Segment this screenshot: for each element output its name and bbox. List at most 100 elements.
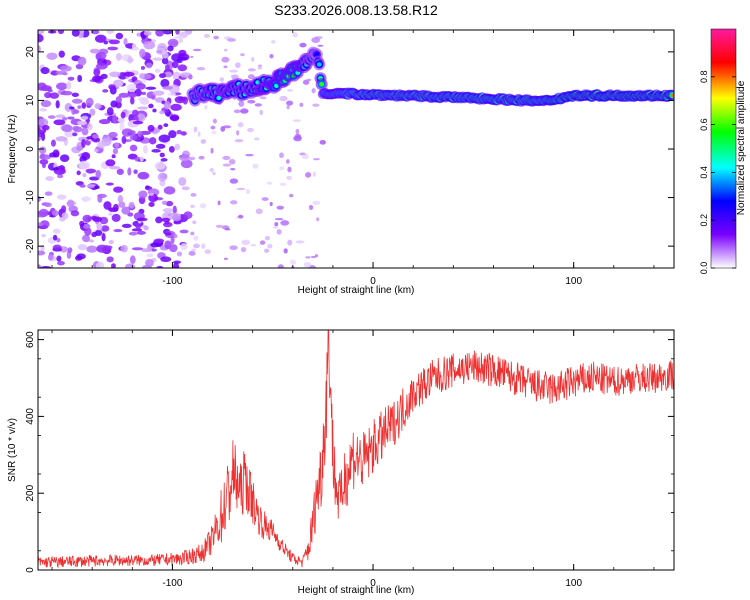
spectrogram-ridge-core [670,93,674,98]
spectrogram-noise-blob [180,159,193,169]
spectrogram-noise-blob [145,86,157,90]
spectrogram-noise-blob [60,205,67,213]
spectrogram-noise-blob [290,259,296,265]
spectrogram-noise-blob [86,184,96,188]
spectrogram-ridge-core [216,95,222,101]
spectrogram-noise-blob [96,62,108,70]
spectrogram-noise-blob [61,117,68,121]
spectrogram-noise-blob [117,117,125,124]
spectrogram-noise-blob [101,225,110,232]
spectrogram-noise-blob [111,154,116,159]
spectrogram-noise-blob [294,133,302,139]
spectrogram-noise-blob [223,65,228,69]
spectrogram-noise-blob [161,57,169,65]
spectrogram-noise-blob [295,240,305,244]
spectrogram-noise-blob [168,130,177,139]
spectrogram-noise-blob [224,48,228,52]
spectrogram-noise-blob [145,258,154,268]
spectrogram-noise-blob [56,194,67,200]
spectrogram-noise-blob [221,56,230,63]
spectrogram-noise-blob [131,228,143,232]
spectrogram-noise-blob [141,91,147,96]
spectrogram-noise-blob [76,253,86,260]
spectrogram-noise-blob [246,127,254,133]
spectrogram-noise-blob [40,100,52,108]
spectrogram-noise-blob [121,206,131,215]
spectrogram-noise-blob [233,109,241,114]
spectrogram-noise-blob [121,135,127,145]
spectrogram-noise-blob [86,245,98,253]
spectrogram-noise-blob [61,124,73,132]
spectrogram-noise-blob [165,200,174,207]
spectrogram-noise-blob [108,131,118,138]
spectrogram-noise-blob [41,233,47,238]
spectrogram-y-tick-label: 10 [25,94,36,106]
spectrogram-noise-blob [67,76,75,81]
spectrogram-noise-blob [98,118,111,125]
spectrogram-noise-blob [72,132,78,137]
spectrogram-noise-blob [312,103,320,107]
spectrogram-noise-blob [168,146,175,153]
colorbar-tick-label: 0.2 [699,214,709,227]
spectrogram-noise-blob [161,200,167,205]
spectrogram-noise-blob [162,85,173,90]
spectrogram-noise-blob [215,224,224,228]
spectrogram-noise-blob [229,245,238,251]
spectrogram-noise-blob [305,172,312,178]
spectrogram-noise-blob [286,175,293,181]
spectrogram-noise-blob [64,102,73,112]
spectrogram-noise-blob [143,145,148,154]
spectrogram-noise-blob [108,239,114,245]
spectrogram-noise-blob [95,229,103,237]
spectrogram-noise-blob [103,201,112,210]
spectrogram-noise-blob [154,68,161,73]
colorbar-gradient [710,28,737,269]
spectrogram-noise-blob [111,263,116,268]
spectrogram-noise-blob [286,105,290,110]
spectrogram-noise-blob [170,103,182,111]
spectrogram-noise-blob [77,105,82,110]
snr-x-tick-label: 0 [370,578,376,589]
spectrogram-noise-blob [148,103,154,109]
spectrogram-noise-blob [152,108,157,113]
spectrogram-noise-blob [115,32,124,40]
spectrogram-noise-blob [269,201,273,207]
spectrogram-noise-blob [193,126,198,133]
spectrogram-noise-blob [131,43,137,50]
spectrogram-noise-blob [76,170,81,176]
spectrogram-noise-blob [40,67,50,75]
snr-panel: -100 0 100 0 200 400 600 Height of straight l… [7,329,675,596]
spectrogram-noise-blob [112,115,118,123]
snr-series-line [38,330,674,569]
spectrogram-noise-blob [68,106,75,110]
spectrogram-noise-blob [112,148,119,155]
spectrogram-noise-blob [126,83,138,93]
spectrogram-noise-blob [127,55,133,64]
spectrogram-noise-blob [161,51,169,59]
spectrogram-noise-blob [38,208,49,217]
spectrogram-noise-blob [310,255,317,259]
spectrogram-noise-blob [94,103,102,110]
spectrogram-noise-blob [137,106,149,110]
spectrogram-noise-blob [141,248,153,253]
spectrogram-noise-blob [109,71,121,78]
spectrogram-noise-blob [182,96,188,105]
spectrogram-noise-blob [71,30,80,37]
spectrogram-noise-blob [106,107,114,116]
spectrogram-noise-blob [93,68,101,77]
spectrogram-noise-blob [103,40,108,45]
spectrogram-noise-blob [56,82,68,91]
spectrogram-noise-blob [88,239,95,243]
spectrogram-noise-blob [123,71,135,77]
spectrogram-noise-blob [93,148,99,153]
spectrogram-noise-blob [78,160,91,170]
spectrogram-noise-blob [82,214,92,223]
spectrogram-noise-blob [283,248,288,254]
spectrogram-noise-blob [254,137,260,141]
spectrogram-noise-blob [129,134,138,141]
spectrogram-noise-blob [306,78,312,81]
spectrogram-noise-blob [136,230,146,235]
snr-y-tick-label: 600 [25,331,36,348]
spectrogram-noise-blob [139,72,145,80]
spectrogram-noise-blob [153,238,165,244]
